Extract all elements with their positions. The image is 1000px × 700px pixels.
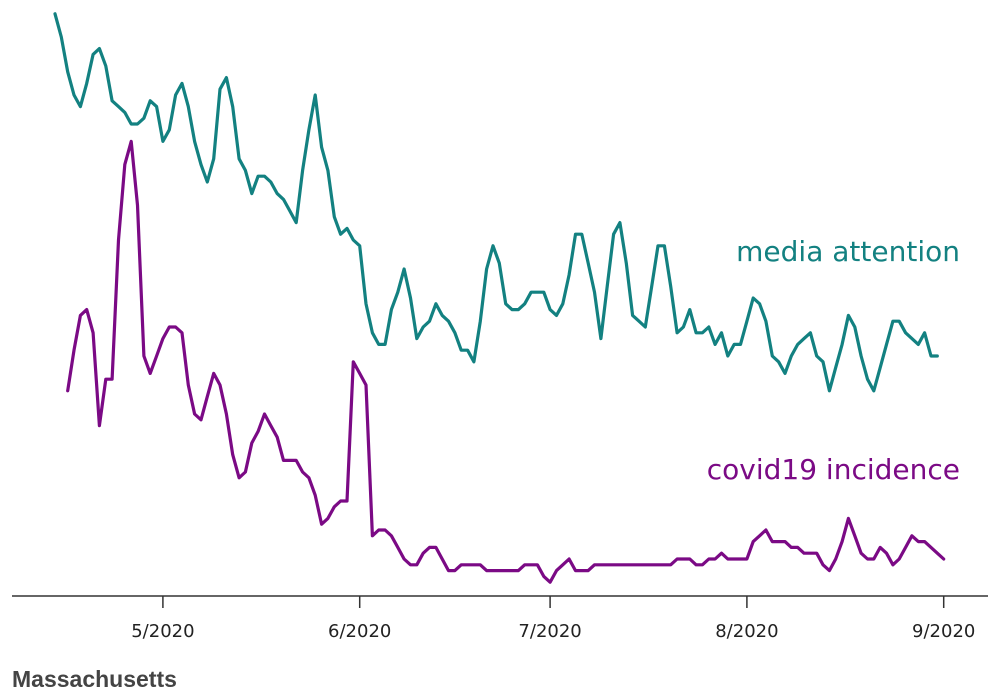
series-label-media-attention: media attention	[736, 235, 960, 268]
series-label-covid19-incidence: covid19 incidence	[707, 453, 960, 486]
chart-footer-title: Massachusetts	[12, 666, 177, 692]
x-tick-label: 5/2020	[131, 621, 194, 642]
x-tick-label: 6/2020	[328, 621, 391, 642]
x-tick-label: 9/2020	[912, 621, 975, 642]
x-axis-ticks: 5/2020 6/2020 7/2020 8/2020 9/2020	[131, 596, 975, 642]
series-lines	[53, 12, 946, 584]
series-line-covid19-incidence	[66, 139, 946, 584]
series-line-media-attention	[53, 12, 939, 393]
line-chart: 5/2020 6/2020 7/2020 8/2020 9/2020 media att…	[12, 12, 988, 642]
series-labels: media attention covid19 incidence	[707, 235, 960, 486]
x-tick-label: 7/2020	[518, 621, 581, 642]
x-tick-label: 8/2020	[715, 621, 778, 642]
